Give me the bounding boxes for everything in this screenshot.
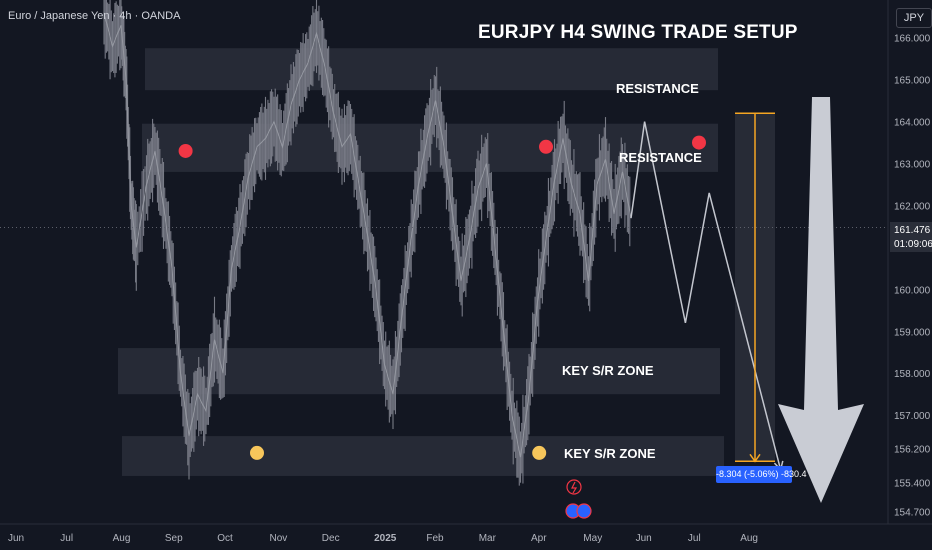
zone-resistance-upper xyxy=(145,48,718,91)
currency-selector[interactable]: JPY xyxy=(896,8,932,28)
zone-label-resistance-upper: RESISTANCE xyxy=(616,81,699,96)
zone-label-resistance-lower: RESISTANCE xyxy=(619,150,702,165)
big-down-arrow-icon xyxy=(778,97,864,503)
projection-path xyxy=(630,121,782,470)
x-tick-label: Aug xyxy=(113,533,131,544)
support-marker xyxy=(532,445,547,460)
y-tick-label: 157.000 xyxy=(894,411,931,422)
x-tick-label: Aug xyxy=(740,533,758,544)
x-tick-label: Jul xyxy=(60,533,73,544)
x-tick-label: Feb xyxy=(426,533,444,544)
y-tick-label: 156.200 xyxy=(894,445,931,456)
overlay-layer xyxy=(0,97,888,519)
x-tick-label: 2025 xyxy=(374,533,397,544)
zone-label-key-sr-upper: KEY S/R ZONE xyxy=(562,363,654,378)
x-tick-label: Dec xyxy=(322,533,340,544)
x-tick-label: May xyxy=(583,533,602,544)
y-tick-label: 166.000 xyxy=(894,34,931,45)
x-tick-label: Sep xyxy=(165,533,183,544)
time-axis xyxy=(0,524,932,550)
dividend-event-icon xyxy=(576,503,592,519)
current-price-tag: 161.476 01:09:06 xyxy=(890,222,932,252)
y-tick-label: 162.000 xyxy=(894,201,931,212)
y-tick-label: 154.700 xyxy=(894,508,931,519)
support-marker xyxy=(250,445,264,460)
y-tick-label: 155.400 xyxy=(894,478,931,489)
resistance-marker xyxy=(692,135,706,150)
price-series xyxy=(103,0,632,486)
y-tick-label: 164.000 xyxy=(894,118,931,129)
symbol-header: Euro / Japanese Yen · 4h · OANDA xyxy=(8,10,181,22)
y-tick-label: 160.000 xyxy=(894,285,931,296)
resistance-marker xyxy=(178,143,193,158)
x-tick-label: Oct xyxy=(217,533,233,544)
y-tick-label: 163.000 xyxy=(894,160,931,171)
measure-arrowhead xyxy=(749,453,761,463)
measure-label: -8.304 (-5.06%) -830.4 xyxy=(716,466,807,483)
x-tick-label: Nov xyxy=(270,533,288,544)
zone-label-key-sr-lower: KEY S/R ZONE xyxy=(564,446,656,461)
x-tick-label: Apr xyxy=(531,533,547,544)
bar-countdown: 01:09:06 xyxy=(894,239,932,250)
flash-event-icon xyxy=(566,479,582,495)
price-line xyxy=(103,12,632,458)
x-tick-label: Jun xyxy=(8,533,24,544)
y-tick-label: 165.000 xyxy=(894,76,931,87)
chart-title: EURJPY H4 SWING TRADE SETUP xyxy=(478,22,798,43)
x-tick-label: Mar xyxy=(479,533,497,544)
resistance-marker xyxy=(539,139,553,154)
current-price-value: 161.476 xyxy=(894,225,931,236)
x-tick-label: Jul xyxy=(688,533,701,544)
price-axis xyxy=(888,0,932,550)
y-tick-label: 158.000 xyxy=(894,369,931,380)
y-tick-label: 159.000 xyxy=(894,327,931,338)
zone-key-sr-lower xyxy=(122,436,724,476)
lightning-icon xyxy=(571,481,578,494)
x-tick-label: Jun xyxy=(636,533,652,544)
